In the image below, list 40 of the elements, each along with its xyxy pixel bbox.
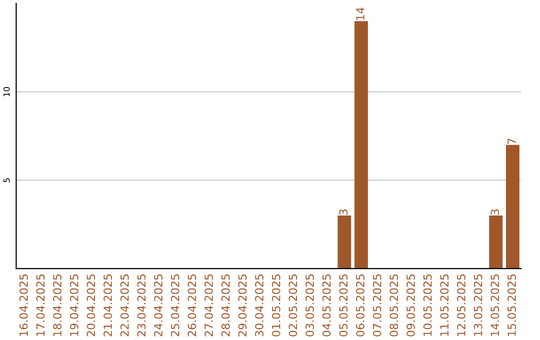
x-tick-label: 22.04.2025	[120, 274, 129, 336]
x-tick-label: 27.04.2025	[204, 274, 213, 336]
y-tick-label: 10	[3, 87, 10, 96]
x-tick-label: 20.04.2025	[86, 274, 96, 336]
x-tick-label: 30.04.2025	[255, 274, 264, 336]
data-label: 14	[356, 8, 364, 20]
data-label: 3	[339, 209, 348, 215]
x-tick-label: 08.05.2025	[390, 274, 398, 336]
y-tick-label: 5	[4, 178, 10, 182]
x-tick-label: 02.05.2025	[288, 274, 298, 336]
bar	[489, 216, 503, 269]
x-tick-label: 06.05.2025	[356, 274, 364, 336]
x-tick-label: 17.04.2025	[36, 274, 45, 336]
x-tick-label: 21.04.2025	[104, 274, 112, 336]
x-tick-label: 29.04.2025	[238, 274, 247, 336]
x-tick-label: 09.05.2025	[406, 274, 415, 336]
bar	[338, 216, 352, 269]
x-tick-label: 18.04.2025	[53, 274, 62, 336]
bar	[354, 21, 368, 269]
x-tick-label: 10.05.2025	[423, 274, 432, 336]
x-tick-label: 04.05.2025	[322, 274, 331, 336]
x-tick-label: 12.05.2025	[457, 274, 466, 336]
data-label: 3	[490, 209, 500, 215]
x-tick-label: 14.05.2025	[490, 274, 500, 336]
x-tick-label: 11.05.2025	[440, 274, 449, 336]
x-tick-label: 19.04.2025	[70, 274, 78, 336]
x-tick-label: 24.04.2025	[154, 274, 162, 336]
x-tick-label: 26.04.2025	[188, 274, 196, 336]
x-tick-label: 16.04.2025	[19, 274, 28, 336]
x-tick-label: 03.05.2025	[306, 274, 314, 336]
x-tick-label: 28.04.2025	[221, 274, 230, 336]
data-label: 7	[508, 138, 516, 144]
x-tick-label: 05.05.2025	[339, 274, 348, 336]
x-tick-label: 15.05.2025	[508, 274, 516, 336]
x-tick-label: 07.05.2025	[372, 274, 382, 336]
x-tick-label: 23.04.2025	[137, 274, 146, 336]
bar	[506, 144, 520, 269]
x-tick-label: 01.05.2025	[272, 274, 280, 336]
x-tick-label: 13.05.2025	[474, 274, 482, 336]
x-tick-label: 25.04.2025	[170, 274, 180, 336]
